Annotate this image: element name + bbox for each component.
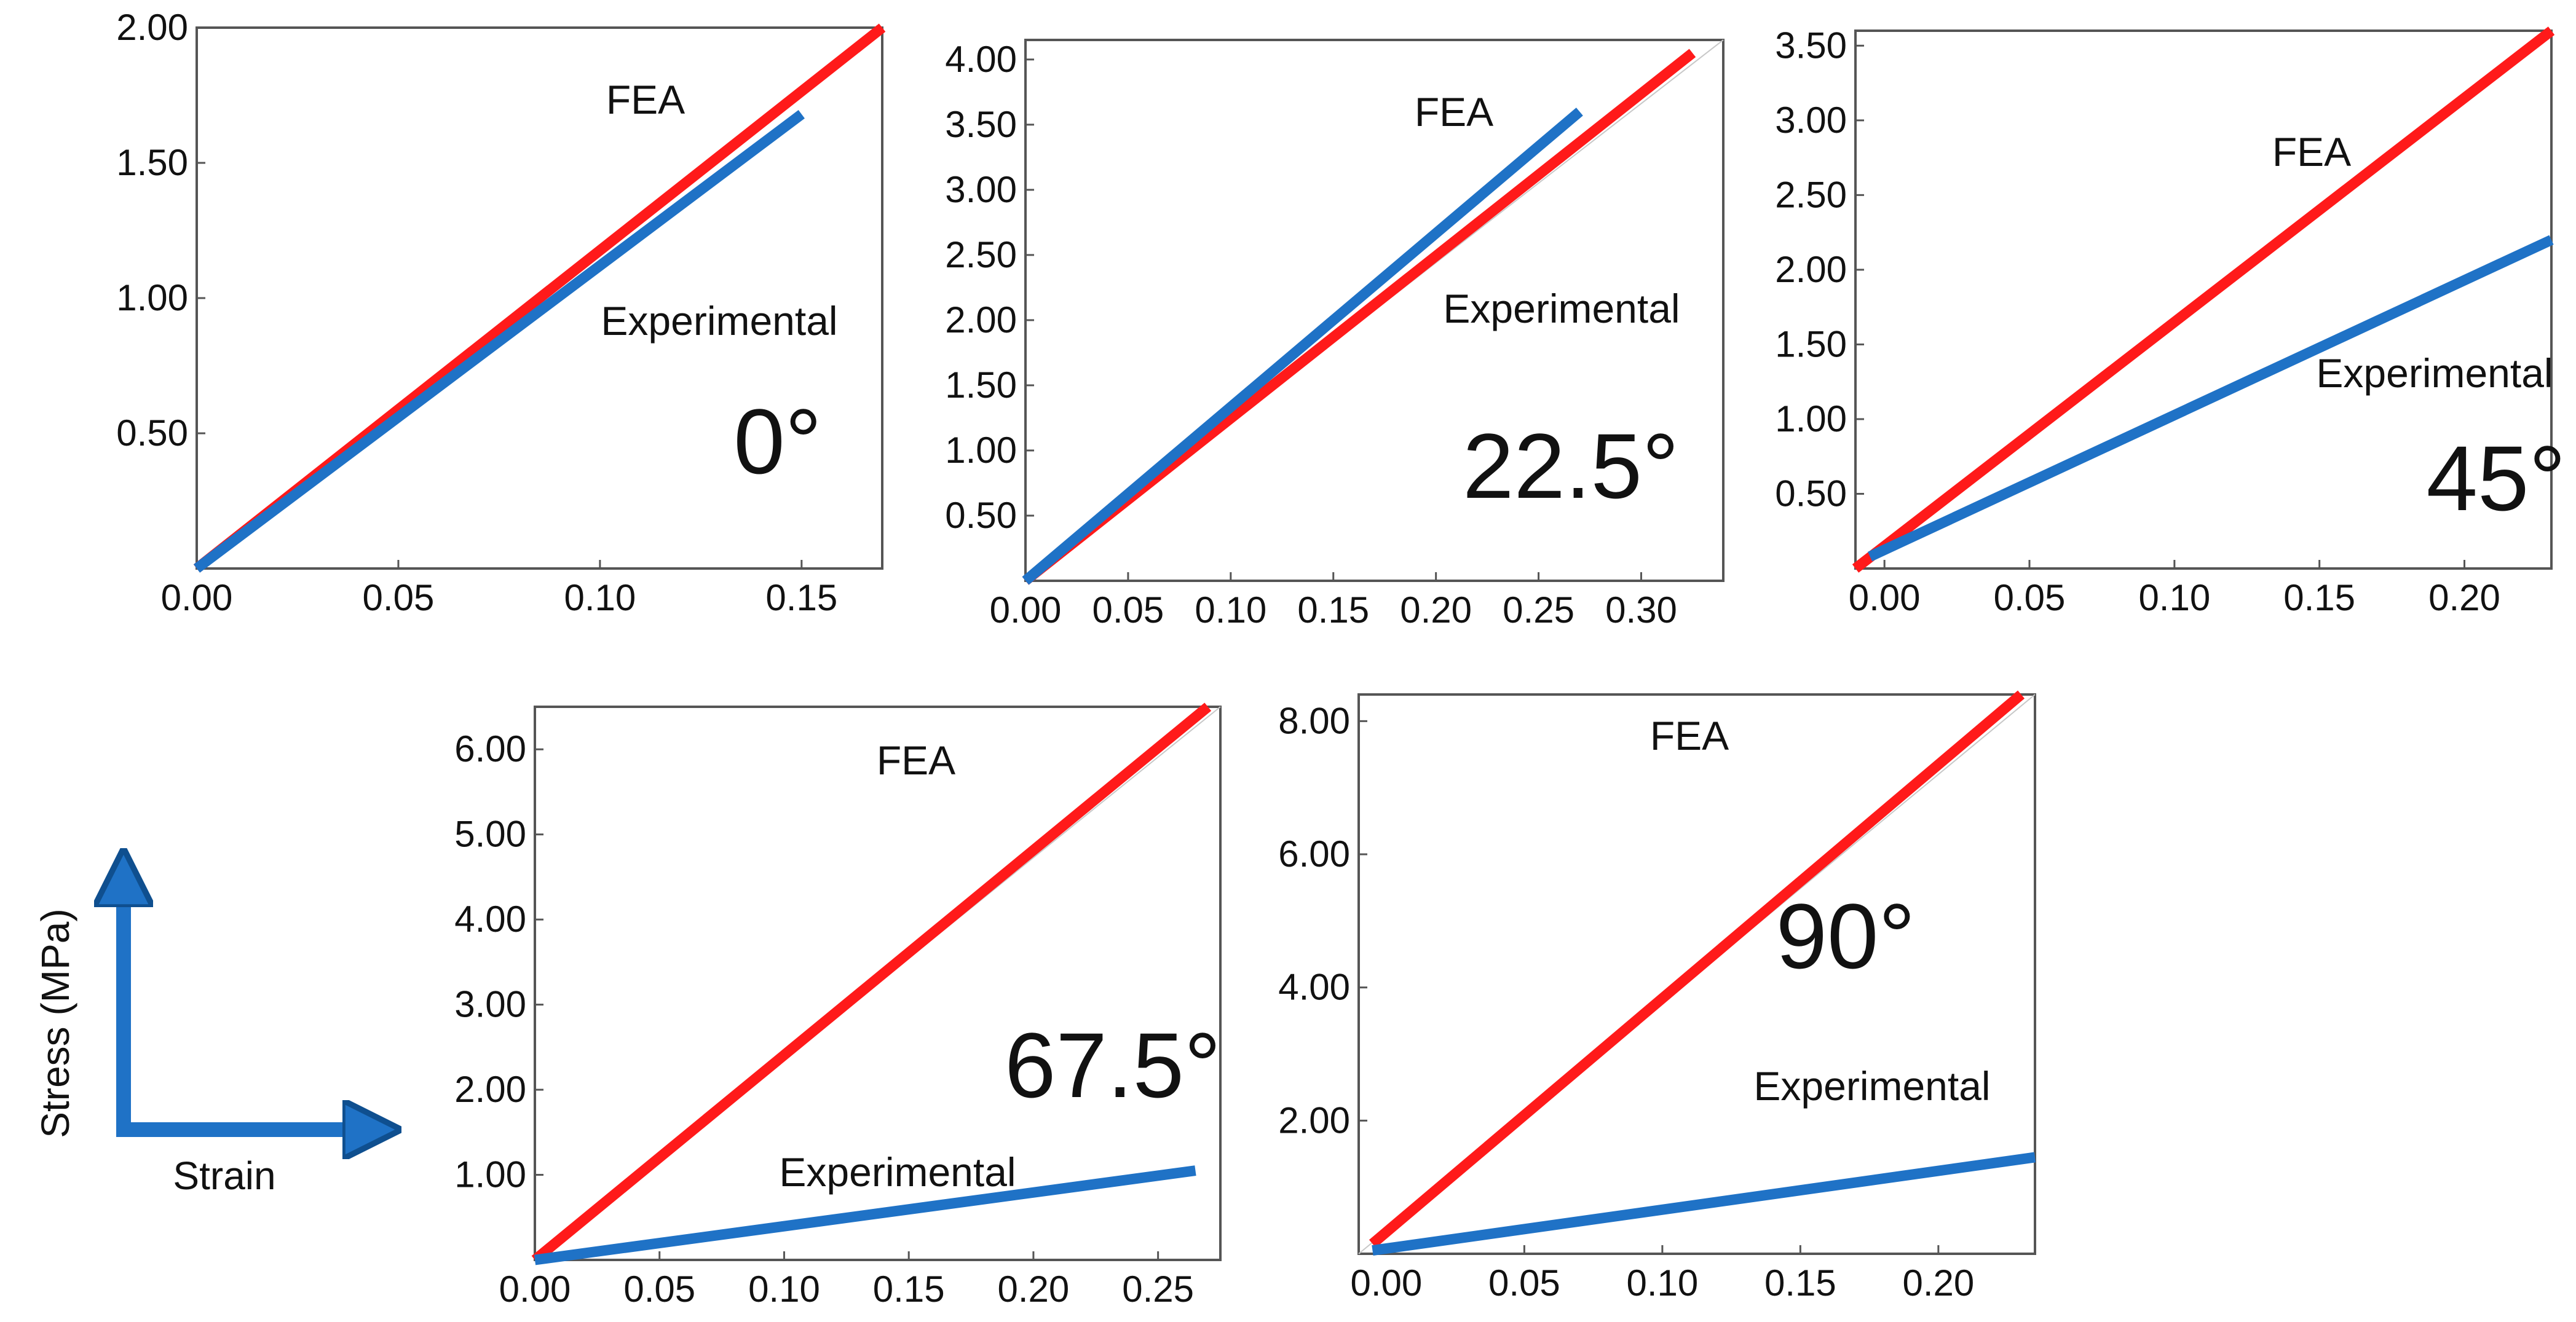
x-tick-label: 0.00 — [1351, 1262, 1423, 1304]
x-tick-label: 0.15 — [765, 577, 837, 618]
x-tick-label: 0.10 — [1195, 589, 1266, 631]
x-tick-label: 0.05 — [363, 577, 435, 618]
y-tick-label: 1.50 — [116, 142, 188, 183]
y-tick-label: 1.50 — [945, 364, 1017, 406]
angle-label: 0° — [733, 390, 821, 493]
y-tick-label: 4.00 — [945, 39, 1017, 80]
y-tick-label: 8.00 — [1278, 700, 1350, 741]
series-line-fea — [1369, 690, 2025, 1248]
x-tick-label: 0.05 — [623, 1269, 695, 1310]
y-tick-label: 2.00 — [454, 1069, 526, 1110]
fea-annotation: FEA — [1650, 713, 1729, 758]
y-tick-label: 6.00 — [1278, 833, 1350, 875]
angle-label: 45° — [2427, 427, 2566, 530]
experimental-annotation: Experimental — [1753, 1063, 1990, 1109]
y-tick-label: 1.00 — [1775, 398, 1847, 439]
series-line-experimental — [534, 1165, 1196, 1265]
y-tick-label: 0.50 — [945, 495, 1017, 536]
chart-panels: 0.00 0.05 0.10 0.15 0.50 1.00 1.50 2.00 FEA Exper… — [116, 7, 2566, 1310]
fea-annotation: FEA — [2272, 129, 2351, 175]
y-tick-label: 2.00 — [1278, 1100, 1350, 1141]
y-tick-label: 5.00 — [454, 814, 526, 855]
y-tick-label: 2.00 — [945, 299, 1017, 340]
plot-frame — [1854, 30, 2553, 570]
y-tick-label: 3.50 — [945, 104, 1017, 145]
y-tick-label: 3.00 — [945, 169, 1017, 210]
x-tick-label: 0.00 — [161, 577, 233, 618]
chart-panel-2: 0.00 0.05 0.10 0.15 0.20 0.25 0.30 0.50 1.00 1.50… — [945, 39, 1725, 631]
chart-panel-5: 0.00 0.05 0.10 0.15 0.20 2.00 4.00 6.00 8.00 FEA E… — [1278, 690, 2036, 1304]
y-tick-label: 4.00 — [454, 899, 526, 940]
y-tick-label: 0.50 — [116, 412, 188, 454]
x-tick-label: 0.30 — [1605, 589, 1677, 631]
experimental-annotation: Experimental — [601, 298, 837, 344]
x-tick-label: 0.00 — [990, 589, 1062, 631]
fea-annotation: FEA — [1415, 89, 1493, 135]
angle-label: 90° — [1776, 884, 1916, 988]
axes-key: Stress (MPa) Strain — [33, 878, 372, 1198]
series-line-experimental — [1022, 108, 1583, 585]
y-tick-label: 1.00 — [945, 430, 1017, 471]
series-line-fea — [1852, 26, 2555, 573]
x-tick-label: 0.00 — [1849, 577, 1921, 618]
y-tick-label: 1.00 — [116, 277, 188, 318]
x-tick-label: 0.20 — [1400, 589, 1472, 631]
x-tick-label: 0.10 — [748, 1269, 820, 1310]
x-tick-label: 0.20 — [2428, 577, 2500, 618]
x-tick-label: 0.10 — [2138, 577, 2210, 618]
series-line-experimental — [1868, 235, 2554, 562]
plot-frame — [1024, 39, 1725, 582]
y-tick-label: 6.00 — [454, 728, 526, 769]
x-tick-label: 0.15 — [873, 1269, 945, 1310]
y-tick-label: 2.00 — [116, 7, 188, 48]
y-tick-label: 2.00 — [1775, 249, 1847, 290]
x-tick-label: 0.05 — [1994, 577, 2066, 618]
experimental-annotation: Experimental — [2316, 350, 2553, 396]
x-tick-label: 0.15 — [1297, 589, 1369, 631]
x-tick-label: 0.25 — [1122, 1269, 1194, 1310]
chart-panel-3: 0.00 0.05 0.10 0.15 0.20 0.50 1.00 1.50 2.00 2.50… — [1775, 25, 2566, 618]
y-tick-label: 3.00 — [1775, 100, 1847, 141]
y-tick-label: 4.00 — [1278, 967, 1350, 1008]
plot-frame — [1357, 693, 2036, 1255]
x-tick-label: 0.00 — [499, 1269, 571, 1310]
y-tick-label: 3.00 — [454, 984, 526, 1025]
plot-frame — [534, 706, 1222, 1261]
y-tick-label: 1.00 — [454, 1154, 526, 1195]
x-tick-label: 0.20 — [998, 1269, 1070, 1310]
y-tick-label: 3.50 — [1775, 25, 1847, 66]
experimental-annotation: Experimental — [1443, 286, 1680, 331]
y-tick-label: 1.50 — [1775, 323, 1847, 364]
fea-annotation: FEA — [877, 738, 955, 783]
key-y-label: Stress (MPa) — [33, 908, 77, 1138]
experimental-annotation: Experimental — [779, 1149, 1016, 1195]
angle-label: 67.5° — [1005, 1013, 1221, 1117]
fea-annotation: FEA — [606, 77, 685, 122]
y-tick-label: 0.50 — [1775, 473, 1847, 514]
x-tick-label: 0.15 — [1764, 1262, 1836, 1304]
x-tick-label: 0.05 — [1092, 589, 1164, 631]
x-tick-label: 0.25 — [1503, 589, 1574, 631]
y-tick-label: 2.50 — [945, 234, 1017, 275]
chart-panel-4: 0.00 0.05 0.10 0.15 0.20 0.25 1.00 2.00 3.00 4.00… — [454, 702, 1222, 1310]
series-line-fea — [531, 702, 1212, 1264]
chart-panel-1: 0.00 0.05 0.10 0.15 0.50 1.00 1.50 2.00 FEA Exper… — [116, 7, 886, 618]
x-tick-label: 0.10 — [1626, 1262, 1698, 1304]
series-line-experimental — [193, 110, 805, 573]
angle-label: 22.5° — [1463, 414, 1679, 517]
x-tick-label: 0.20 — [1902, 1262, 1974, 1304]
x-tick-label: 0.15 — [2283, 577, 2355, 618]
key-x-label: Strain — [173, 1154, 275, 1198]
y-tick-label: 2.50 — [1775, 174, 1847, 215]
x-tick-label: 0.05 — [1488, 1262, 1560, 1304]
series-line-experimental — [1372, 1152, 2036, 1256]
x-tick-label: 0.10 — [564, 577, 636, 618]
